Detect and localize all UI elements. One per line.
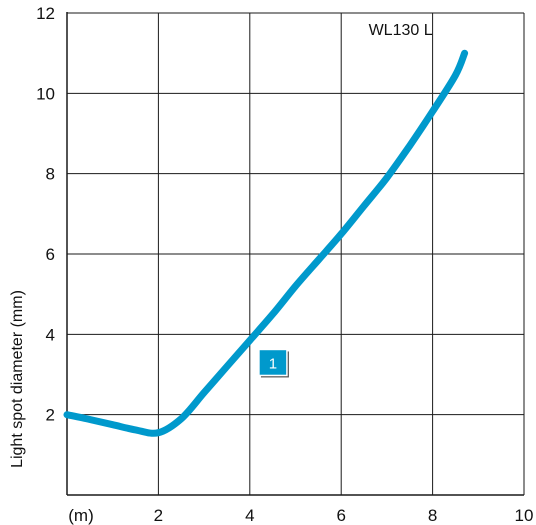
x-tick-label: (m) <box>68 506 93 525</box>
x-tick-label: 4 <box>245 506 254 525</box>
y-tick-label: 4 <box>46 325 55 344</box>
x-tick-label: 6 <box>336 506 345 525</box>
y-tick-label: 8 <box>46 165 55 184</box>
x-tick-label: 8 <box>428 506 437 525</box>
badge-label: 1 <box>269 355 277 372</box>
x-tick-label: 2 <box>154 506 163 525</box>
series-annotation: WL130 L <box>369 22 433 39</box>
y-tick-label: 6 <box>46 245 55 264</box>
series-line <box>63 49 469 437</box>
x-tick-label: 10 <box>515 506 534 525</box>
y-axis-label: Light spot diameter (mm) <box>9 290 26 468</box>
y-tick-label: 10 <box>36 84 55 103</box>
y-tick-label: 2 <box>46 406 55 425</box>
badge-box <box>258 348 288 377</box>
y-tick-label: 12 <box>36 4 55 23</box>
